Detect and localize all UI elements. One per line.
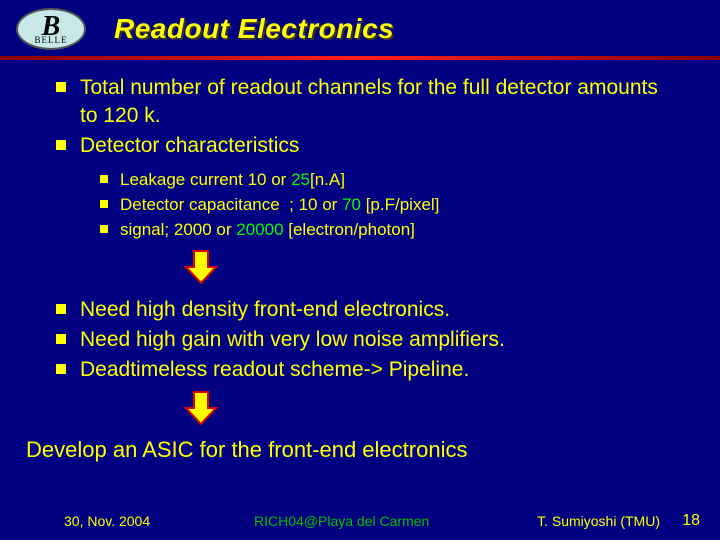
bullet-icon bbox=[56, 364, 66, 374]
down-arrow-icon bbox=[184, 390, 674, 431]
conclusion-text: Develop an ASIC for the front-end electr… bbox=[26, 437, 720, 463]
logo-label: BELLE bbox=[35, 35, 68, 45]
bullet-text: Need high density front-end electronics. bbox=[80, 296, 450, 324]
bullet-item: Total number of readout channels for the… bbox=[56, 74, 674, 130]
logo-letter: B bbox=[42, 17, 61, 37]
bullet-icon bbox=[100, 200, 108, 208]
bullet-icon bbox=[56, 140, 66, 150]
sub-bullet-text: Detector capacitance ; 10 or 70 [p.F/pix… bbox=[120, 193, 439, 216]
bullet-text: Deadtimeless readout scheme-> Pipeline. bbox=[80, 356, 469, 384]
sub-bullet-text: signal; 2000 or 20000 [electron/photon] bbox=[120, 218, 415, 241]
down-arrow-icon bbox=[184, 249, 674, 290]
page-title: Readout Electronics bbox=[114, 13, 394, 45]
sub-bullet-item: signal; 2000 or 20000 [electron/photon] bbox=[100, 218, 674, 241]
divider bbox=[0, 56, 720, 60]
footer-author: T. Sumiyoshi (TMU) bbox=[510, 513, 660, 529]
footer-event: RICH04@Playa del Carmen bbox=[244, 513, 510, 529]
bullet-icon bbox=[100, 175, 108, 183]
bullet-item: Need high density front-end electronics. bbox=[56, 296, 674, 324]
bullet-icon bbox=[56, 334, 66, 344]
bullet-icon bbox=[56, 304, 66, 314]
footer-page-number: 18 bbox=[660, 512, 700, 530]
bullet-icon bbox=[56, 82, 66, 92]
bullet-text: Need high gain with very low noise ampli… bbox=[80, 326, 505, 354]
sub-bullet-item: Detector capacitance ; 10 or 70 [p.F/pix… bbox=[100, 193, 674, 216]
sub-bullet-text: Leakage current 10 or 25[n.A] bbox=[120, 168, 345, 191]
bullet-icon bbox=[100, 225, 108, 233]
footer: 30, Nov. 2004 RICH04@Playa del Carmen T.… bbox=[0, 512, 720, 530]
bullet-text: Detector characteristics bbox=[80, 132, 299, 160]
sub-bullet-list: Leakage current 10 or 25[n.A] Detector c… bbox=[100, 168, 674, 241]
sub-bullet-item: Leakage current 10 or 25[n.A] bbox=[100, 168, 674, 191]
bullet-item: Detector characteristics bbox=[56, 132, 674, 160]
bullet-item: Deadtimeless readout scheme-> Pipeline. bbox=[56, 356, 674, 384]
bullet-item: Need high gain with very low noise ampli… bbox=[56, 326, 674, 354]
bullet-text: Total number of readout channels for the… bbox=[80, 74, 674, 130]
footer-date: 30, Nov. 2004 bbox=[64, 513, 244, 529]
belle-logo: B BELLE bbox=[16, 8, 86, 50]
